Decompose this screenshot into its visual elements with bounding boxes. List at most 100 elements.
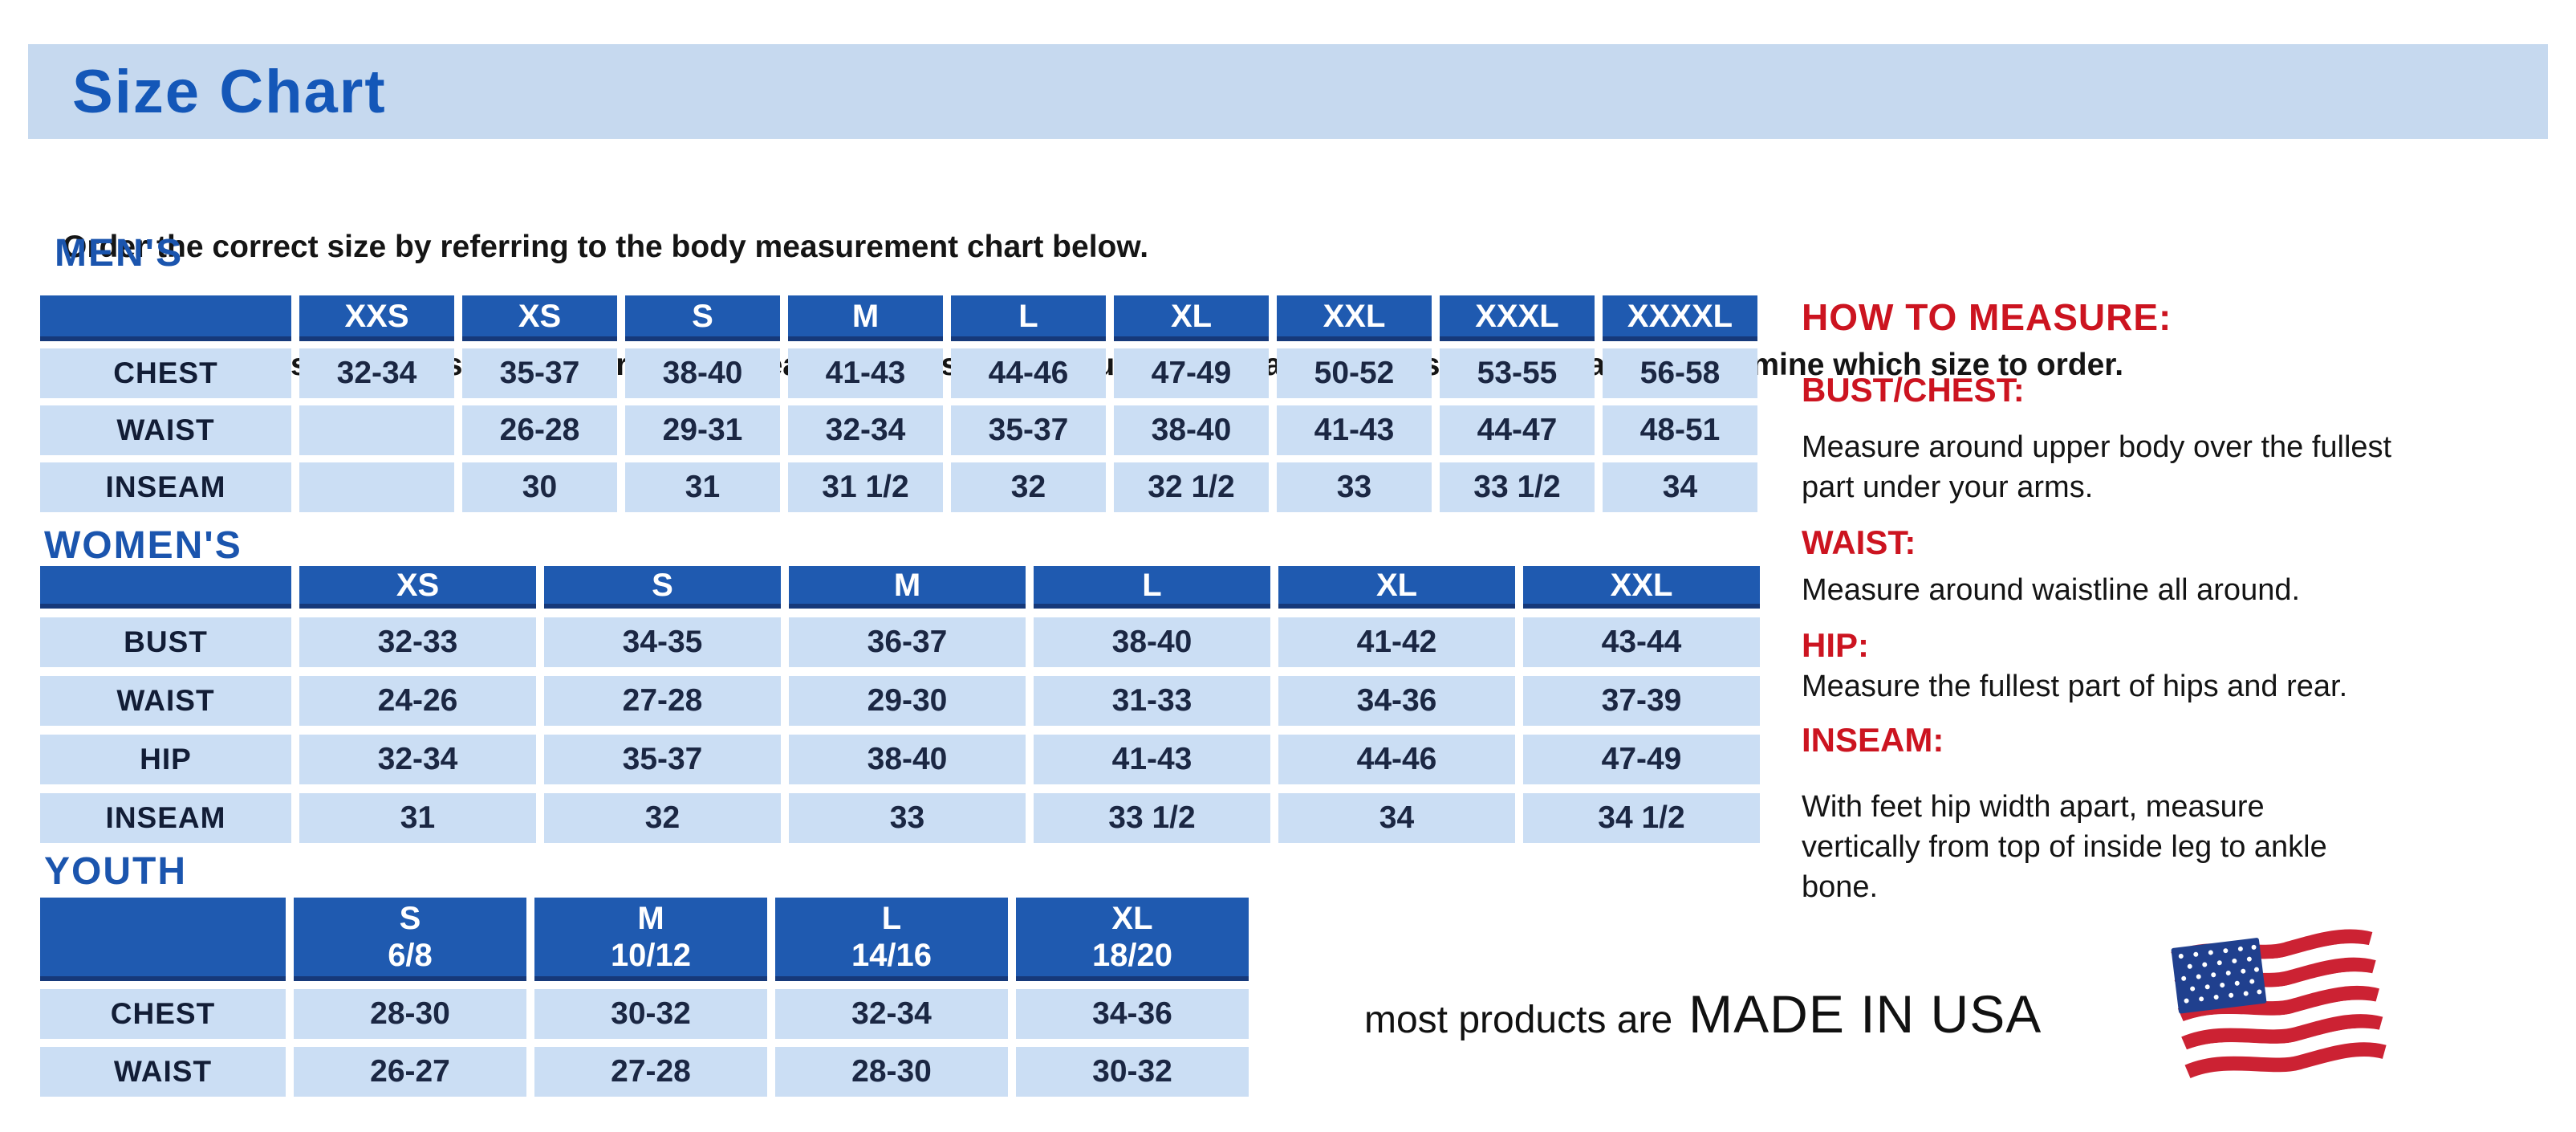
data-cell: 31 — [299, 793, 536, 843]
column-header-cell: XL — [1278, 566, 1515, 609]
data-cell: 38-40 — [625, 348, 780, 398]
data-cell: 28-30 — [775, 1047, 1008, 1097]
data-cell: 56-58 — [1603, 348, 1757, 398]
data-cell: 29-30 — [789, 676, 1026, 726]
column-header-cell: XL — [1114, 295, 1269, 341]
data-cell — [299, 462, 454, 512]
corner-cell — [40, 898, 286, 981]
column-header-cell: XS — [462, 295, 617, 341]
data-cell: 47-49 — [1523, 735, 1760, 784]
hip-instructions: Measure the fullest part of hips and rea… — [1802, 670, 2348, 703]
data-cell: 34-36 — [1278, 676, 1515, 726]
data-cell: 32 1/2 — [1114, 462, 1269, 512]
column-header-cell: L — [1034, 566, 1270, 609]
bust-chest-label: BUST/CHEST: — [1802, 371, 2025, 409]
data-cell: 30-32 — [1016, 1047, 1249, 1097]
mens-section-heading: MEN'S — [55, 232, 184, 275]
data-cell: 31-33 — [1034, 676, 1270, 726]
data-cell: 32-34 — [788, 405, 943, 455]
row-label-cell: BUST — [40, 617, 291, 667]
mens-size-table: XXS XS S M L XL XXL XXXL XXXXL CHEST 32-34 35-37 38-… — [40, 295, 1757, 512]
data-cell: 34 — [1603, 462, 1757, 512]
data-cell: 32-34 — [775, 989, 1008, 1039]
corner-cell — [40, 566, 291, 609]
title-banner: Size Chart — [28, 44, 2548, 139]
row-label-cell: WAIST — [40, 676, 291, 726]
inseam-instructions: With feet hip width apart, measure verti… — [1802, 790, 2327, 904]
row-label-cell: INSEAM — [40, 793, 291, 843]
data-cell: 38-40 — [789, 735, 1026, 784]
data-cell: 35-37 — [951, 405, 1106, 455]
row-label-cell: INSEAM — [40, 462, 291, 512]
row-label-cell: CHEST — [40, 348, 291, 398]
data-cell: 28-30 — [294, 989, 526, 1039]
inseam-label: INSEAM: — [1802, 721, 1944, 759]
data-cell: 43-44 — [1523, 617, 1760, 667]
data-cell: 44-47 — [1440, 405, 1595, 455]
bust-chest-instructions: Measure around upper body over the fulle… — [1802, 430, 2392, 504]
column-header-cell: S — [544, 566, 781, 609]
made-in-main: MADE IN USA — [1688, 984, 2042, 1044]
column-header-cell: XXXL — [1440, 295, 1595, 341]
column-header-cell: M — [788, 295, 943, 341]
data-cell: 30 — [462, 462, 617, 512]
data-cell: 48-51 — [1603, 405, 1757, 455]
youth-section-heading: YOUTH — [44, 850, 187, 893]
data-cell: 34-35 — [544, 617, 781, 667]
corner-cell — [40, 295, 291, 341]
column-header-cell: L — [951, 295, 1106, 341]
column-header-cell: XXXXL — [1603, 295, 1757, 341]
youth-size-table: S 6/8 M 10/12 L 14/16 XL 18/20 CHEST 28-30 30-… — [40, 898, 1249, 1097]
womens-size-table: XS S M L XL XXL BUST 32-33 34-35 36-37 38-40 41-42 4… — [40, 566, 1760, 843]
hip-label: HIP: — [1802, 626, 1869, 664]
data-cell: 33 1/2 — [1034, 793, 1270, 843]
data-cell: 34 — [1278, 793, 1515, 843]
us-flag-icon — [2171, 929, 2387, 1079]
data-cell: 27-28 — [534, 1047, 767, 1097]
data-cell: 47-49 — [1114, 348, 1269, 398]
row-label-cell: HIP — [40, 735, 291, 784]
data-cell: 32-34 — [299, 735, 536, 784]
data-cell: 32 — [544, 793, 781, 843]
made-in-usa-lockup: most products are MADE IN USA — [1364, 983, 2042, 1044]
data-cell: 50-52 — [1277, 348, 1432, 398]
data-cell: 24-26 — [299, 676, 536, 726]
data-cell: 38-40 — [1034, 617, 1270, 667]
column-header-cell: L 14/16 — [775, 898, 1008, 981]
data-cell: 44-46 — [1278, 735, 1515, 784]
data-cell: 34-36 — [1016, 989, 1249, 1039]
column-header-cell: XXL — [1277, 295, 1432, 341]
data-cell: 34 1/2 — [1523, 793, 1760, 843]
data-cell: 29-31 — [625, 405, 780, 455]
waist-instructions: Measure around waistline all around. — [1802, 573, 2301, 607]
data-cell: 36-37 — [789, 617, 1026, 667]
column-header-cell: M — [789, 566, 1026, 609]
data-cell: 41-43 — [1277, 405, 1432, 455]
how-to-measure-title: HOW TO MEASURE: — [1802, 296, 2172, 338]
data-cell: 32 — [951, 462, 1106, 512]
data-cell: 26-28 — [462, 405, 617, 455]
column-header-cell: S — [625, 295, 780, 341]
row-label-cell: WAIST — [40, 405, 291, 455]
womens-section-heading: WOMEN'S — [44, 524, 242, 567]
data-cell: 41-43 — [788, 348, 943, 398]
data-cell: 32-34 — [299, 348, 454, 398]
column-header-cell: XL 18/20 — [1016, 898, 1249, 981]
page-title: Size Chart — [72, 57, 387, 126]
column-header-cell: M 10/12 — [534, 898, 767, 981]
row-label-cell: CHEST — [40, 989, 286, 1039]
data-cell: 41-43 — [1034, 735, 1270, 784]
row-label-cell: WAIST — [40, 1047, 286, 1097]
data-cell: 35-37 — [544, 735, 781, 784]
column-header-cell: S 6/8 — [294, 898, 526, 981]
data-cell: 41-42 — [1278, 617, 1515, 667]
data-cell: 35-37 — [462, 348, 617, 398]
waist-label: WAIST: — [1802, 523, 1916, 561]
data-cell: 37-39 — [1523, 676, 1760, 726]
data-cell: 33 — [1277, 462, 1432, 512]
column-header-cell: XXS — [299, 295, 454, 341]
data-cell: 33 1/2 — [1440, 462, 1595, 512]
data-cell: 31 — [625, 462, 780, 512]
data-cell: 30-32 — [534, 989, 767, 1039]
